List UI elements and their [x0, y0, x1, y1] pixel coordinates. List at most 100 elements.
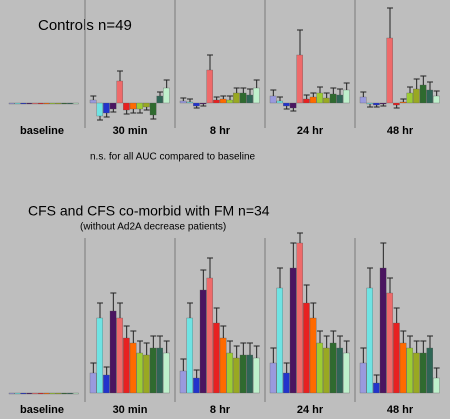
error-bar — [117, 70, 123, 81]
bar — [323, 347, 330, 394]
bar — [336, 94, 343, 104]
error-bar — [380, 242, 387, 268]
error-bar — [407, 86, 413, 93]
bar — [186, 317, 193, 394]
x-tick-label: 48 hr — [387, 125, 414, 137]
error-bar — [193, 106, 200, 109]
bar — [8, 392, 15, 395]
error-bar — [433, 367, 440, 378]
bar — [103, 374, 110, 394]
error-bar — [413, 78, 420, 89]
bar — [419, 352, 427, 394]
bar — [393, 102, 400, 106]
bar — [163, 87, 170, 104]
bar — [32, 102, 38, 105]
error-bar — [103, 113, 110, 118]
error-bar — [310, 302, 317, 318]
error-bar — [213, 96, 220, 100]
bar — [61, 392, 67, 395]
bar — [246, 94, 253, 104]
error-bar — [157, 335, 163, 348]
error-bar — [413, 340, 420, 353]
error-bar — [157, 91, 163, 96]
error-bar — [387, 277, 393, 293]
error-bar — [253, 345, 260, 358]
bar — [156, 347, 163, 394]
bar — [149, 102, 157, 116]
bar — [149, 347, 157, 394]
bar — [136, 352, 143, 394]
error-bar — [337, 88, 343, 95]
x-tick-label: 48 hr — [387, 404, 414, 416]
bar — [373, 382, 380, 394]
error-bar — [393, 105, 400, 109]
error-bar — [110, 292, 117, 311]
bar — [219, 337, 227, 394]
error-bar — [227, 340, 233, 353]
error-bar — [123, 325, 130, 338]
error-bar — [433, 90, 440, 96]
bar — [26, 392, 32, 395]
error-bar — [277, 96, 283, 101]
error-bar — [150, 335, 157, 348]
bar — [386, 37, 393, 104]
error-bar — [393, 307, 400, 323]
error-bar — [283, 106, 290, 110]
error-bar — [207, 54, 213, 70]
error-bar — [297, 232, 303, 243]
bar — [129, 342, 137, 394]
bar — [309, 96, 317, 104]
bar — [96, 102, 103, 117]
bar — [32, 392, 38, 395]
error-bar — [317, 330, 323, 343]
bar — [213, 99, 220, 104]
bar — [426, 347, 433, 394]
bar — [276, 287, 283, 394]
bar — [116, 80, 123, 104]
bar — [179, 100, 187, 104]
error-bar — [290, 108, 297, 112]
bar — [296, 242, 303, 394]
bar — [49, 392, 56, 395]
bar — [373, 102, 380, 106]
bar — [89, 99, 97, 104]
bar — [156, 95, 163, 104]
error-bar — [303, 284, 310, 303]
bar — [55, 392, 62, 395]
error-bar — [137, 109, 143, 114]
bar — [226, 352, 233, 394]
bar — [49, 102, 56, 105]
bar — [129, 102, 137, 110]
error-bar — [130, 330, 137, 343]
bar — [269, 362, 277, 394]
error-bar — [180, 97, 187, 101]
x-tick-label: 8 hr — [210, 125, 231, 137]
x-tick-label: 8 hr — [210, 404, 231, 416]
error-bar — [367, 104, 373, 108]
error-bar — [187, 302, 193, 318]
chart-title: CFS and CFS co-morbid with FM n=34 — [28, 203, 270, 219]
error-bar — [330, 330, 337, 343]
bar — [96, 317, 103, 394]
error-bar — [387, 7, 393, 38]
error-bar — [420, 75, 427, 85]
bar — [283, 372, 290, 394]
bar — [269, 95, 277, 104]
bar — [239, 92, 247, 104]
bar — [179, 370, 187, 394]
bar — [379, 102, 387, 105]
bar — [316, 342, 323, 394]
error-bar — [270, 347, 277, 363]
error-bar — [213, 307, 220, 323]
bar — [20, 102, 27, 105]
error-bar — [253, 79, 260, 88]
bar — [43, 392, 50, 395]
bar — [43, 102, 50, 105]
error-bar — [317, 86, 323, 93]
bar — [193, 377, 200, 394]
error-bar — [360, 91, 367, 97]
error-bar — [330, 87, 337, 94]
error-bar — [240, 87, 247, 93]
bar — [199, 289, 207, 394]
bar — [143, 102, 150, 108]
